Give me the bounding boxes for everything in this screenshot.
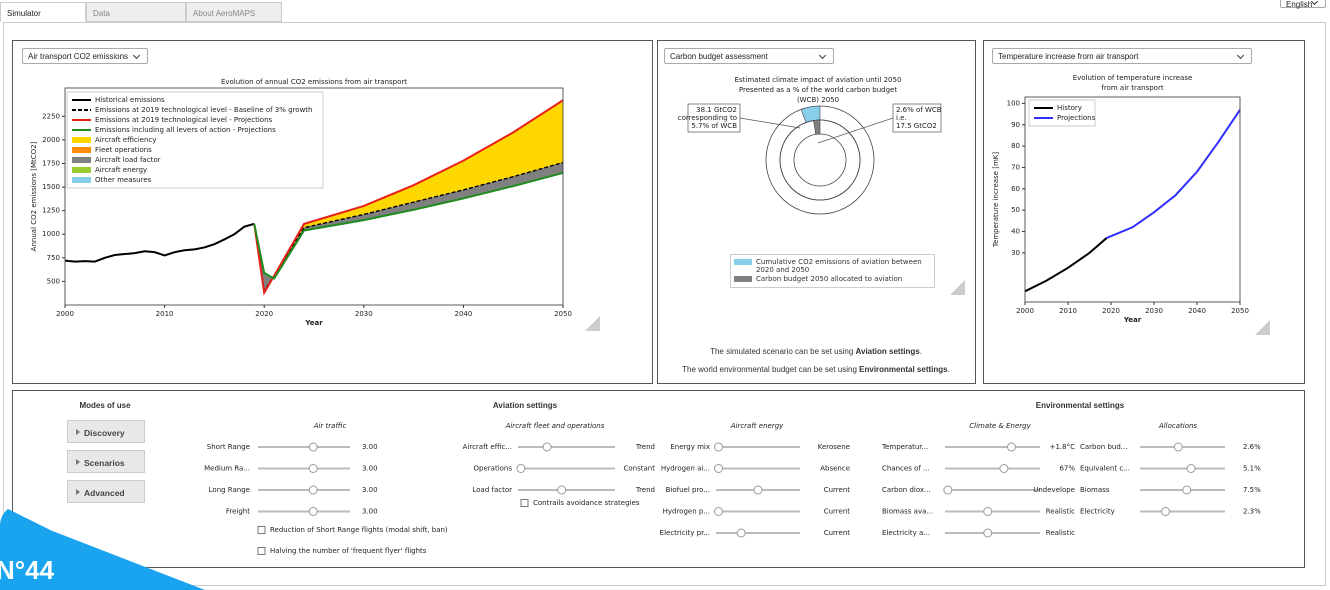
note-bold: Environmental settings [859,365,948,374]
chart-select-label: Air transport CO2 emissions [28,52,129,61]
legend-swatch [734,259,752,265]
note: The simulated scenario can be set using … [660,347,972,356]
temperature-panel [983,40,1305,384]
tab[interactable]: Simulator [0,2,86,22]
donut-legend: Cumulative CO2 emissions of aviation bet… [730,254,935,288]
budget-panel [657,40,976,384]
mode-button[interactable]: Scenarios [67,450,145,473]
emissions-panel [12,40,653,384]
language-select[interactable]: English [1280,0,1326,9]
note-text: The simulated scenario can be set using [710,347,856,356]
chart-select[interactable]: Air transport CO2 emissions [22,48,148,64]
mode-button[interactable]: Discovery [67,420,145,443]
note-end: . [947,365,950,374]
mode-button[interactable]: Advanced [67,480,145,503]
language: English [1286,0,1313,9]
chart-select-label: Temperature increase from air transport [998,52,1139,61]
chart-select[interactable]: Temperature increase from air transport [992,48,1252,64]
chart-select-label: Carbon budget assessment [670,52,768,61]
section-title: Modes of use [79,401,131,410]
badge: N°44 [0,555,55,585]
settings-panel [12,390,1305,568]
legend-swatch [734,276,752,282]
legend-label: Cumulative CO2 emissions of aviation bet… [756,258,922,274]
simulator-frame [3,22,1326,586]
note-end: . [919,347,922,356]
chart-select[interactable]: Carbon budget assessment [664,48,834,64]
section-title: Environmental settings [1035,401,1125,410]
legend-item: Carbon budget 2050 allocated to aviation [734,275,931,283]
legend-label: Carbon budget 2050 allocated to aviation [756,275,903,283]
tab[interactable]: Data [86,2,186,22]
legend-item: Cumulative CO2 emissions of aviation bet… [734,258,931,274]
note-bold: Aviation settings [855,347,920,356]
section-title: Aviation settings [492,401,558,410]
note: The world environmental budget can be se… [660,365,972,374]
tab[interactable]: About AeroMAPS [186,2,282,22]
note-text: The world environmental budget can be se… [682,365,860,374]
